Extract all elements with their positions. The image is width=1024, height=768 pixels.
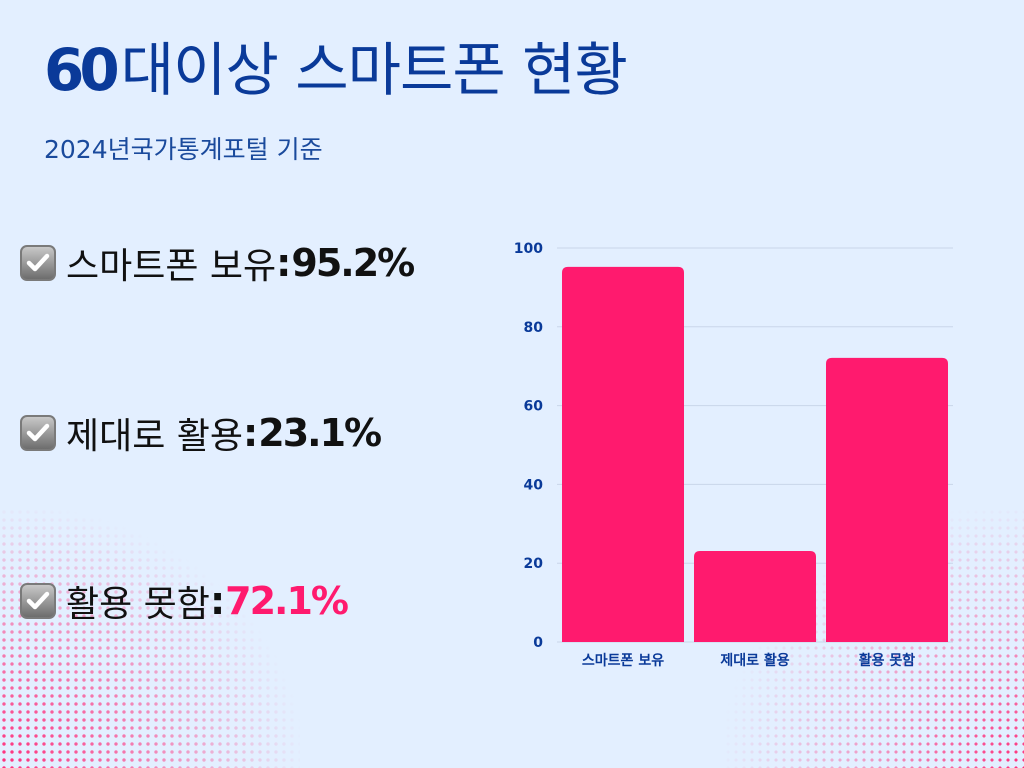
stat-item-proper-use: 제대로 활용:23.1% <box>20 407 382 459</box>
stat-item-smartphone-ownership: 스마트폰 보유:95.2% <box>20 237 415 289</box>
stat-label: 활용 못함 <box>66 584 210 625</box>
bar <box>562 266 684 642</box>
halftone-decoration-left <box>0 508 300 768</box>
stat-value: 23.1% <box>258 411 382 455</box>
checkbox-checked-icon <box>20 415 56 451</box>
stat-value-highlight: 72.1% <box>225 579 349 623</box>
x-tick-label: 제대로 활용 <box>720 652 789 669</box>
x-tick-label: 활용 못함 <box>859 652 916 669</box>
checkbox-checked-icon <box>20 583 56 619</box>
page-title: 60 대이상 스마트폰 현황 <box>44 22 628 118</box>
stat-value: 95.2% <box>291 241 415 285</box>
x-tick-label: 스마트폰 보유 <box>582 653 664 669</box>
bar <box>826 357 948 642</box>
y-tick-label: 80 <box>524 320 544 336</box>
y-tick-label: 60 <box>524 399 544 415</box>
stat-separator: : <box>209 579 226 623</box>
page-subtitle: 2024년국가통계포털 기준 <box>44 135 323 164</box>
y-tick-label: 0 <box>533 635 543 651</box>
title-number: 60 <box>44 36 120 104</box>
stat-item-unable-to-use: 활용 못함:72.1% <box>20 575 349 627</box>
y-tick-label: 20 <box>524 556 544 572</box>
stat-separator: : <box>243 411 259 455</box>
stat-separator: : <box>276 241 292 285</box>
y-tick-label: 40 <box>524 477 544 493</box>
checkbox-checked-icon <box>20 245 56 281</box>
y-tick-label: 100 <box>514 241 543 257</box>
stat-label: 스마트폰 보유 <box>66 246 277 287</box>
title-text: 대이상 스마트폰 현황 <box>120 36 628 104</box>
stat-label: 제대로 활용 <box>66 416 244 457</box>
bar <box>694 550 816 642</box>
